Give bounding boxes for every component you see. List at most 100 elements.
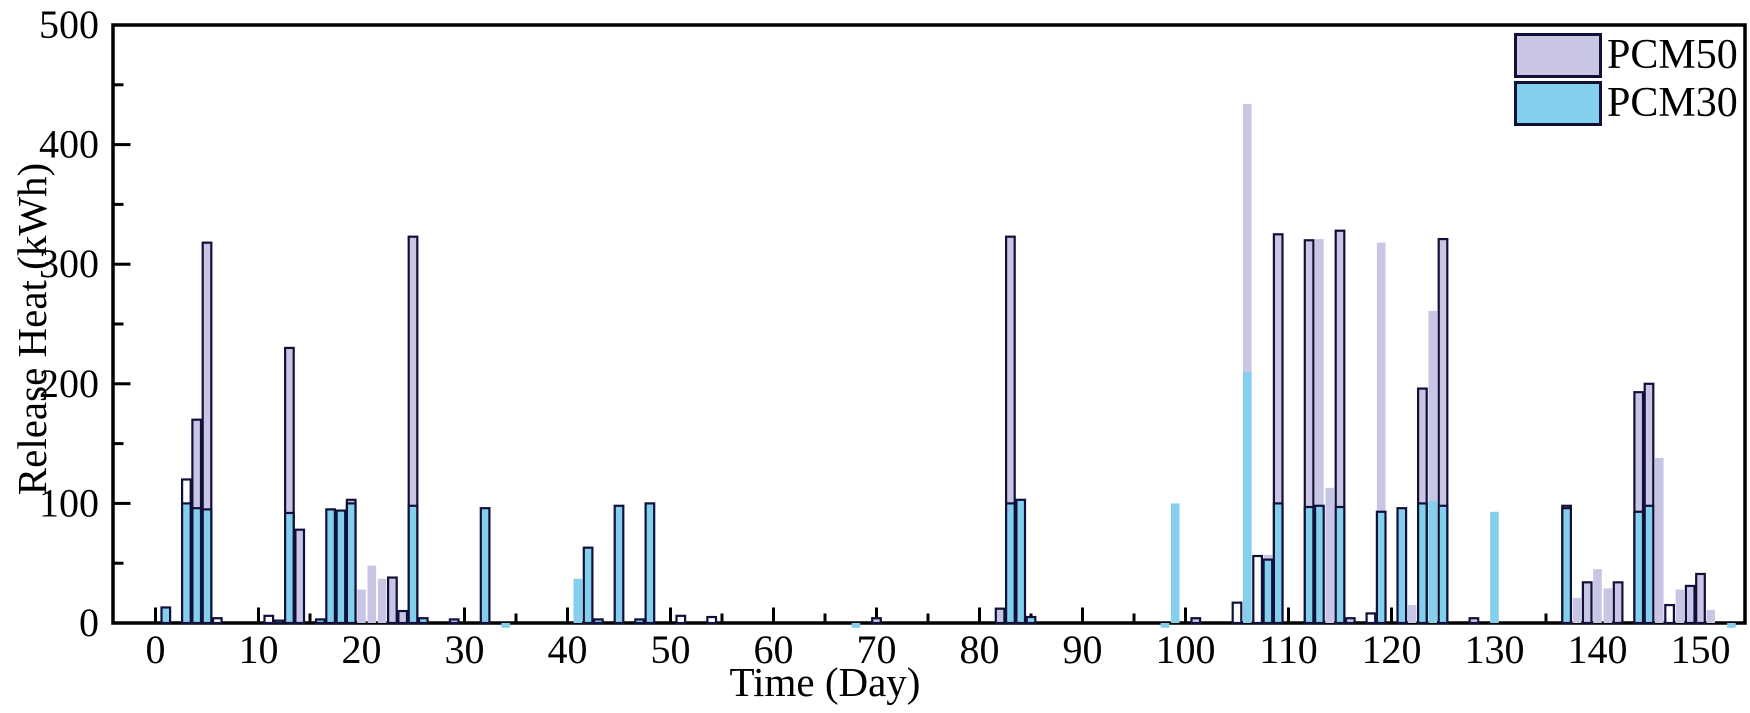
bar-pcm50 [1344, 617, 1356, 625]
bar-pcm30 [1025, 615, 1037, 625]
bar-pcm50 [871, 617, 882, 625]
x-tick-label: 60 [754, 627, 794, 672]
legend-row-pcm50: PCM50 [1514, 33, 1738, 78]
bar-pcm50 [1706, 609, 1716, 623]
bar-pcm30 [1643, 504, 1655, 625]
legend-label-pcm50: PCM50 [1607, 32, 1738, 78]
bar-pcm30 [335, 509, 347, 625]
x-tick-label: 20 [342, 627, 382, 672]
bar-pcm30 [573, 578, 583, 623]
bar-pcm50 [1655, 457, 1664, 623]
bar-pcm50 [1252, 554, 1264, 625]
y-tick-label: 200 [39, 361, 99, 406]
x-tick-label: 120 [1362, 627, 1422, 672]
bar-pcm50 [1603, 588, 1613, 623]
y-tick-label: 0 [79, 600, 99, 645]
bar-pcm50 [1581, 581, 1593, 625]
bar-pcm30 [1633, 510, 1645, 625]
x-tick-label: 0 [146, 627, 166, 672]
bar-pcm50 [1695, 572, 1706, 625]
x-tick-label: 10 [239, 627, 279, 672]
x-tick-label: 110 [1259, 627, 1318, 672]
bar-pcm30 [1015, 498, 1027, 625]
legend-swatch-pcm30-icon [1514, 81, 1602, 126]
bar-pcm30 [851, 623, 861, 628]
x-tick-label: 130 [1465, 627, 1525, 672]
bar-pcm50 [1612, 581, 1624, 625]
x-tick-label: 100 [1156, 627, 1216, 672]
plot-frame [111, 23, 1747, 625]
bar-pcm30 [644, 502, 656, 625]
bar-pcm30 [479, 507, 491, 625]
bar-pcm30 [1170, 503, 1180, 623]
bar-pcm50 [1664, 603, 1676, 625]
x-tick-label: 150 [1671, 627, 1731, 672]
bar-pcm50 [1365, 612, 1377, 625]
legend-label-pcm30: PCM30 [1607, 80, 1738, 126]
bar-pcm30 [1561, 507, 1573, 625]
bar-pcm50 [263, 614, 275, 625]
x-tick-label: 40 [548, 627, 588, 672]
x-tick-label: 90 [1063, 627, 1103, 672]
legend-swatch-pcm50-icon [1514, 33, 1602, 78]
bar-pcm50 [1428, 310, 1437, 623]
legend: PCM50 PCM30 [1514, 33, 1738, 126]
bar-pcm30 [1272, 502, 1284, 625]
bar-pcm50 [1684, 584, 1696, 625]
y-axis-title: Release Heat (kWh) [9, 162, 55, 496]
x-tick-label: 70 [857, 627, 897, 672]
bar-pcm30 [181, 502, 192, 625]
bar-pcm30 [1243, 371, 1252, 623]
x-tick-label: 50 [651, 627, 691, 672]
bar-pcm50 [1243, 103, 1252, 624]
bar-pcm30 [1490, 511, 1499, 623]
x-tick-label: 30 [445, 627, 485, 672]
y-tick-label: 100 [39, 480, 99, 525]
x-axis-title: Time (Day) [729, 659, 921, 705]
bar-pcm30 [1396, 507, 1408, 625]
bar-pcm50 [211, 617, 223, 625]
bar-pcm30 [634, 618, 645, 625]
bar-pcm30 [1303, 505, 1315, 625]
bar-pcm30 [501, 623, 510, 628]
bar-pcm30 [325, 508, 336, 625]
bar-pcm50 [387, 576, 398, 625]
bar-pcm30 [1727, 623, 1736, 628]
bar-pcm30 [407, 504, 419, 625]
bar-pcm50 [1231, 601, 1243, 625]
bar-pcm30 [201, 508, 213, 625]
bar-pcm50 [1325, 487, 1334, 623]
bar-pcm50 [1572, 597, 1582, 623]
bar-pcm30 [613, 504, 625, 625]
bar-pcm30 [191, 507, 203, 625]
bar-pcm30 [1416, 502, 1428, 625]
bar-pcm30 [1334, 505, 1346, 625]
x-tick-label: 80 [960, 627, 1000, 672]
bar-pcm30 [417, 617, 429, 625]
bar-pcm50 [1468, 617, 1480, 625]
bar-pcm30 [1160, 623, 1170, 628]
bar-pcm50 [1593, 569, 1602, 623]
bar-pcm50 [1190, 617, 1202, 625]
bar-pcm50 [1315, 239, 1324, 624]
bar-pcm50 [357, 589, 366, 623]
x-tick-label: 140 [1568, 627, 1628, 672]
bar-pcm30 [314, 618, 326, 625]
y-tick-label: 400 [39, 122, 99, 167]
bar-pcm50 [994, 607, 1006, 625]
bar-pcm30 [1428, 501, 1437, 623]
bar-pcm30 [1313, 504, 1325, 625]
bar-pcm30 [284, 511, 295, 625]
y-tick-label: 300 [39, 241, 99, 286]
bar-pcm30 [582, 546, 594, 625]
bar-pcm50 [1675, 589, 1685, 623]
bar-pcm50 [273, 619, 285, 625]
bar-pcm30 [1375, 510, 1387, 625]
bar-pcm30 [1437, 504, 1449, 625]
bar-pcm50 [675, 614, 687, 625]
legend-row-pcm30: PCM30 [1514, 81, 1738, 126]
y-tick-label: 500 [39, 2, 99, 47]
bar-pcm50 [1407, 605, 1417, 623]
